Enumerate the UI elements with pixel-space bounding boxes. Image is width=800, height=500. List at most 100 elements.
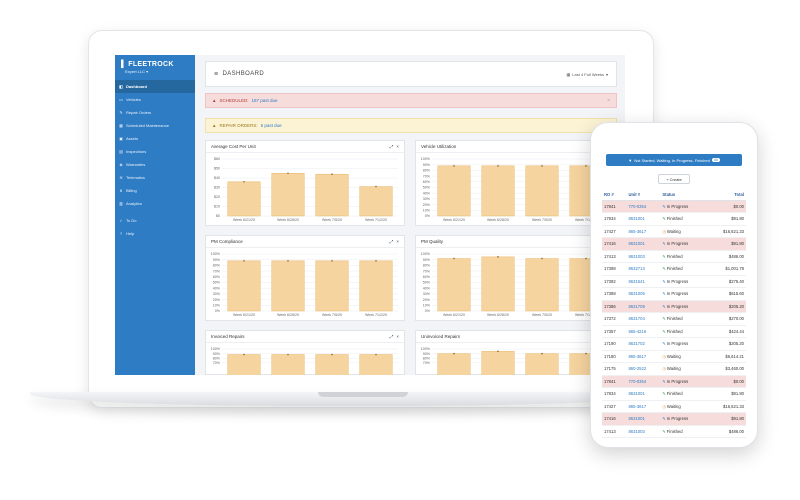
col-ro[interactable]: RO # [602, 190, 627, 201]
unit-link[interactable]: 8631001 [626, 237, 661, 251]
chart-panel-header: Average Cost Per Unit ⤢ × [206, 141, 404, 153]
table-row[interactable]: 17427 865-3617 ◷Waiting $16,621.33 [602, 225, 746, 238]
unit-link[interactable]: 8631704 [626, 312, 661, 326]
status-filter-button[interactable]: ▼ Not Started, Waiting, In Progress, Fin… [606, 154, 742, 166]
sidebar-item-analytics[interactable]: ▥ Analytics [115, 197, 195, 210]
chart-bar[interactable] [359, 354, 393, 375]
unit-link[interactable]: 770-0354 [626, 200, 661, 213]
close-icon[interactable]: × [396, 334, 399, 339]
col-total[interactable]: Total [706, 190, 746, 201]
col-status[interactable]: Status [660, 190, 707, 201]
unit-link[interactable]: 770-0354 [626, 375, 661, 388]
chart-bar[interactable] [271, 173, 305, 217]
date-range-select[interactable]: ▦ Last 4 Full Weeks ▾ [566, 72, 608, 77]
expand-icon[interactable]: ⤢ [389, 334, 394, 339]
sidebar-item-label: Inspections [126, 149, 147, 154]
chart-bar[interactable] [315, 260, 349, 312]
chart-bar[interactable] [227, 260, 261, 312]
expand-icon[interactable]: ⤢ [389, 239, 394, 244]
chart-bar[interactable] [481, 351, 515, 375]
close-icon[interactable]: × [396, 144, 399, 149]
sidebar-item-warranties[interactable]: ◈ Warranties [115, 158, 195, 171]
brand-logo[interactable]: ▌ FLEETROCK [115, 55, 195, 68]
chart-bar[interactable] [227, 354, 261, 375]
chart-bar[interactable] [525, 165, 559, 217]
status-label: Waiting [666, 228, 681, 234]
chart-bar[interactable] [481, 165, 515, 217]
expand-icon[interactable]: ⤢ [389, 144, 394, 149]
chart-bar[interactable] [437, 258, 471, 312]
table-row[interactable]: 17180 865-3617 ◷Waiting $6,614.21 [602, 350, 746, 363]
table-row[interactable]: 17357 865-4216 ✎Finished $424.44 [602, 325, 746, 338]
chart-bar[interactable] [315, 173, 349, 217]
table-row[interactable]: 17834 8631001 ✎Finished $91.80 [602, 212, 746, 226]
chart-bar[interactable] [359, 260, 393, 312]
unit-link[interactable]: 8631702 [626, 337, 661, 351]
scheduled-alert[interactable]: ▲ SCHEDULED: 187 past due × [205, 93, 617, 108]
scheduled-alert-count[interactable]: 187 past due [251, 98, 278, 103]
bar-chart: 100% 90% 80%70% 60% 50%40% 30% 20% 10%0% Week 6/… [211, 252, 398, 317]
sidebar-item-repair-orders[interactable]: ✎ Repair Orders [115, 106, 195, 119]
status-cell: ✎Finished [660, 425, 707, 438]
unit-link[interactable]: 8631001 [626, 212, 661, 226]
col-unit[interactable]: Unit # [626, 190, 661, 201]
repair-alert[interactable]: ▲ REPAIR ORDERS: 5 past due [205, 118, 617, 133]
unit-link[interactable]: 860-2522 [626, 362, 661, 376]
hamburger-icon[interactable]: ≡ [214, 70, 219, 78]
unit-link[interactable]: 8631541 [626, 275, 661, 288]
close-icon[interactable]: × [607, 97, 610, 104]
unit-link[interactable]: 8632713 [626, 262, 661, 276]
chart-bar[interactable] [525, 258, 559, 312]
chart-bar[interactable] [227, 181, 261, 217]
truck-icon: ▭ [119, 97, 123, 102]
sidebar-item-vehicles[interactable]: ▭ Vehicles [115, 93, 195, 106]
table-row[interactable]: 17427 865-3617 ◷Waiting $16,621.33 [602, 400, 746, 413]
chart-bar[interactable] [481, 256, 515, 312]
unit-link[interactable]: 8631001 [626, 412, 661, 426]
unit-link[interactable]: 865-3617 [626, 400, 661, 413]
status-cell: ✎In Progress [660, 337, 707, 351]
chart-bar[interactable] [315, 354, 349, 375]
unit-link[interactable]: 865-3617 [626, 225, 661, 238]
table-row[interactable]: 17413 8631003 ✎Finished $486.00 [602, 250, 746, 263]
company-selector[interactable]: Expert LLC ▾ [115, 68, 195, 80]
sidebar-item-billing[interactable]: $ Billing [115, 184, 195, 197]
chart-bar[interactable] [437, 353, 471, 375]
table-row[interactable]: 17413 8631003 ✎Finished $486.00 [602, 425, 746, 438]
table-row[interactable]: 17841 770-0354 ✎In Progress $0.00 [602, 200, 746, 213]
chart-bar[interactable] [525, 353, 559, 375]
repair-alert-count[interactable]: 5 past due [260, 123, 282, 128]
unit-link[interactable]: 8631005 [626, 287, 661, 301]
unit-link[interactable]: 8631001 [626, 387, 661, 401]
create-button[interactable]: + Create [658, 174, 690, 184]
table-row[interactable]: 17834 8631001 ✎Finished $91.80 [602, 387, 746, 401]
sidebar-item-telematics[interactable]: ≋ Telematics [115, 171, 195, 184]
close-icon[interactable]: × [396, 239, 399, 244]
sidebar-item-scheduled-maintenance[interactable]: ▦ Scheduled Maintenance [115, 119, 195, 132]
sidebar-item-inspections[interactable]: ▤ Inspections [115, 145, 195, 158]
chart-bar[interactable] [271, 260, 305, 312]
table-row[interactable]: 17190 8631702 ✎In Progress $205.20 [602, 337, 746, 351]
sidebar-item-assets[interactable]: ▣ Assets [115, 132, 195, 145]
unit-link[interactable]: 865-4216 [626, 325, 661, 338]
chart-bar[interactable] [359, 186, 393, 217]
sidebar-item-help[interactable]: ? Help [115, 227, 195, 240]
sidebar-item-to-do[interactable]: ✓ To Do [115, 214, 195, 227]
unit-link[interactable]: 8631003 [626, 425, 661, 438]
table-row[interactable]: 17841 770-0354 ✎In Progress $0.00 [602, 375, 746, 388]
unit-link[interactable]: 865-3617 [626, 350, 661, 363]
table-row[interactable]: 17392 8631541 ✎In Progress $275.40 [602, 275, 746, 288]
table-row[interactable]: 17175 860-2522 ◷Waiting $3,460.00 [602, 362, 746, 376]
table-row[interactable]: 17388 8631005 ✎In Progress $615.60 [602, 287, 746, 301]
sidebar-item-dashboard[interactable]: ◧ Dashboard [115, 80, 195, 93]
ro-number: 17388 [602, 287, 627, 301]
table-row[interactable]: 17416 8631001 ✎In Progress $91.80 [602, 237, 746, 251]
table-row[interactable]: 17416 8631001 ✎In Progress $91.80 [602, 412, 746, 426]
chart-bar[interactable] [271, 354, 305, 375]
table-row[interactable]: 17372 8631704 ✎Finished $270.00 [602, 312, 746, 326]
chart-bar[interactable] [437, 165, 471, 217]
table-row[interactable]: 17386 8631709 ✎In Progress $205.20 [602, 300, 746, 313]
unit-link[interactable]: 8631709 [626, 300, 661, 313]
unit-link[interactable]: 8631003 [626, 250, 661, 263]
table-row[interactable]: 17398 8632713 ✎Finished $1,001.78 [602, 262, 746, 276]
